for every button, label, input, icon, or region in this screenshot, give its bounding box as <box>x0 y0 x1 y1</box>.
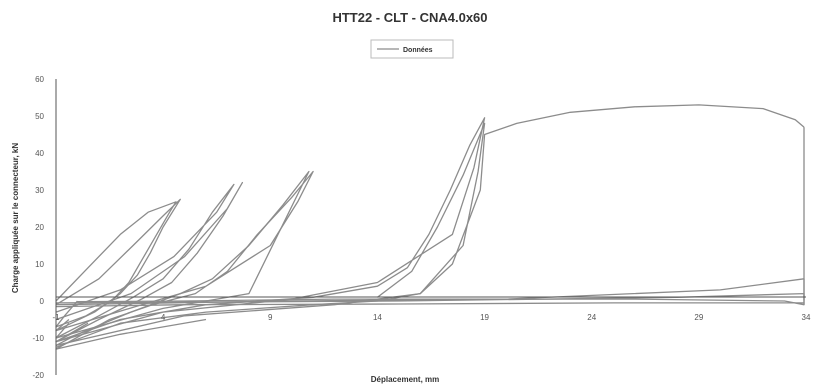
y-tick-label: 30 <box>35 186 44 195</box>
series-line-loop-4 <box>55 181 244 343</box>
x-tick-labels: -1 4 9 14 19 24 29 34 <box>52 313 811 322</box>
x-tick-label: 29 <box>694 313 703 322</box>
legend-box <box>370 39 454 59</box>
series-line-loop-9 <box>55 104 805 348</box>
x-tick-label: 9 <box>268 313 273 322</box>
x-tick-label: 19 <box>480 313 489 322</box>
series-line-loop-13 <box>55 292 805 304</box>
x-tick-label: -1 <box>52 313 60 322</box>
y-tick-labels: -20 -10 0 10 20 30 40 50 60 <box>32 75 44 380</box>
series-line-loop-6 <box>55 170 310 346</box>
y-tick-label: 40 <box>35 149 44 158</box>
x-tick-label: 14 <box>373 313 382 322</box>
legend: Données <box>370 39 454 59</box>
y-tick-label: -10 <box>32 334 44 343</box>
y-axis-label: Charge appliquée sur le connecteur, kN <box>11 143 20 293</box>
legend-label: Données <box>403 47 433 54</box>
series-line-loop-1 <box>55 201 177 328</box>
x-tick-label: 24 <box>587 313 596 322</box>
y-tick-label: 50 <box>35 112 44 121</box>
y-tick-label: 0 <box>40 297 45 306</box>
x-tick-label: 4 <box>161 313 166 322</box>
x-tick-label: 34 <box>802 313 811 322</box>
series-line-loop-2 <box>55 198 181 332</box>
y-tick-label: 10 <box>35 260 44 269</box>
chart-title: HTT22 - CLT - CNA4.0x60 <box>332 10 487 25</box>
y-tick-label: 20 <box>35 223 44 232</box>
series-layer <box>55 104 805 350</box>
series-line-loop-12 <box>55 278 805 308</box>
series-line-loop-8 <box>55 122 486 347</box>
y-tick-label: -20 <box>32 371 44 380</box>
x-axis-label: Déplacement, mm <box>371 375 439 384</box>
y-tick-label: 60 <box>35 75 44 84</box>
